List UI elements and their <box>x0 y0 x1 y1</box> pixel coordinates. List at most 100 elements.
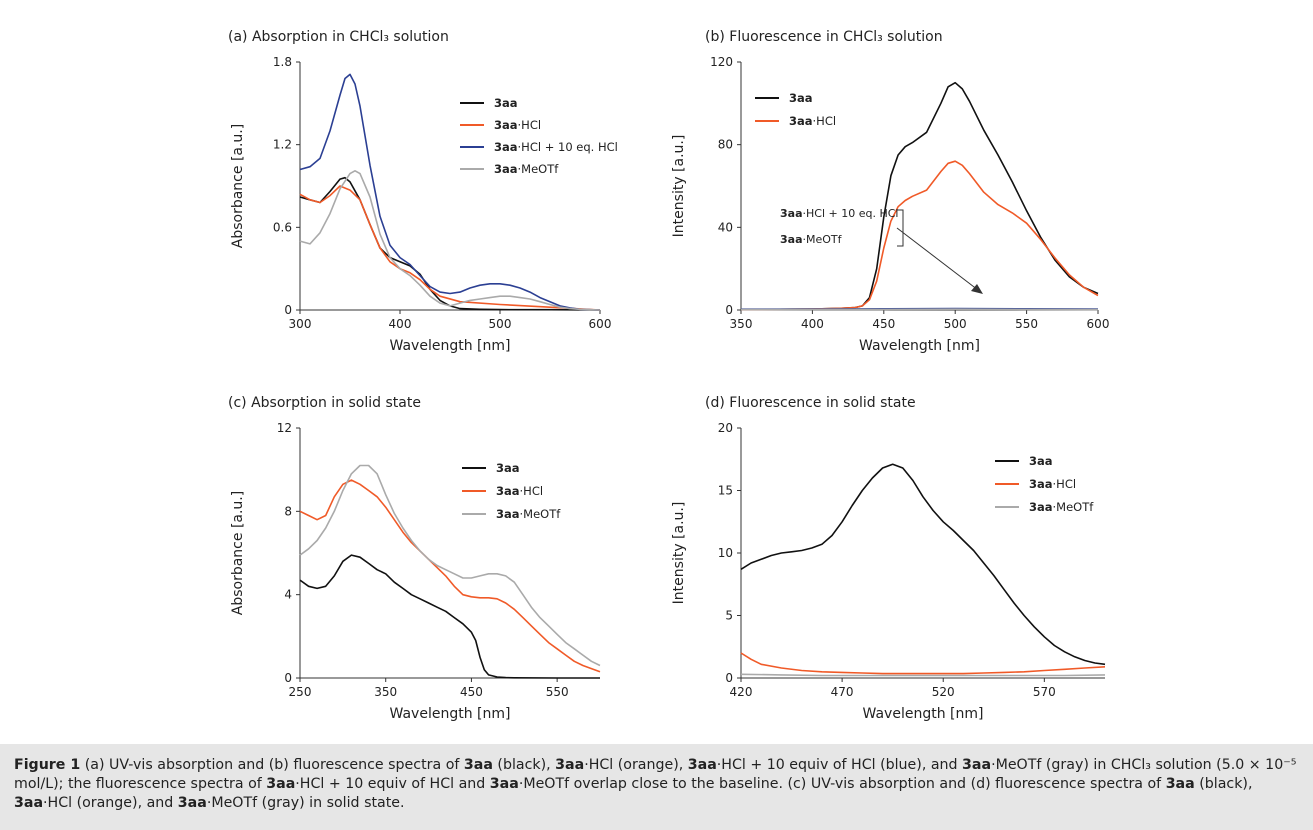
caption-run: ·MeOTf overlap close to the baseline. (c… <box>518 776 1166 792</box>
x-tick-label: 300 <box>289 317 312 331</box>
series-line-3 <box>299 170 601 311</box>
caption-bold-run: 3aa <box>687 757 717 773</box>
caption-run: ·HCl + 10 equiv of HCl and <box>295 776 490 792</box>
legend-entry: 3aa·MeOTf <box>494 162 559 176</box>
annotation-bracket <box>897 209 904 247</box>
y-axis-label: Intensity [a.u.] <box>671 135 687 238</box>
x-tick-label: 500 <box>944 317 967 331</box>
caption-run: (a) UV-vis absorption and (b) fluorescen… <box>80 757 464 773</box>
series-line-1 <box>740 652 1106 675</box>
legend-entry: 3aa <box>494 96 518 110</box>
x-axis-label: Wavelength [nm] <box>390 338 511 354</box>
y-tick-label: 0 <box>284 671 292 685</box>
x-tick-label: 470 <box>831 685 854 699</box>
panel-title: (d) Fluorescence in solid state <box>705 395 916 411</box>
x-tick-label: 400 <box>389 317 412 331</box>
caption-bold-run: 3aa <box>1165 776 1195 792</box>
y-tick-label: 80 <box>718 138 733 152</box>
caption-run: ·MeOTf (gray) in CHCl₃ solution (5.0 × 1… <box>14 757 1297 792</box>
x-tick-label: 250 <box>289 685 312 699</box>
legend-entry: 3aa·HCl <box>789 114 836 128</box>
x-tick-label: 550 <box>1015 317 1038 331</box>
annotation-label: 3aa·MeOTf <box>780 233 843 246</box>
x-tick-label: 450 <box>872 317 895 331</box>
caption-run: ·HCl + 10 equiv of HCl (blue), and <box>716 757 963 773</box>
x-axis-label: Wavelength [nm] <box>859 338 980 354</box>
legend-entry: 3aa·HCl <box>494 118 541 132</box>
x-tick-label: 450 <box>460 685 483 699</box>
y-tick-label: 120 <box>710 55 733 69</box>
chart-panel-d: (d) Fluorescence in solid state 0 5 10 15 20 4… <box>671 395 1106 722</box>
legend-entry: 3aa <box>1029 454 1053 468</box>
x-tick-label: 500 <box>489 317 512 331</box>
annotation-label: 3aa·HCl + 10 eq. HCl <box>780 207 898 220</box>
caption-bold-run: 3aa <box>463 757 493 773</box>
y-tick-label: 0.6 <box>273 220 292 234</box>
series-line-0 <box>299 176 601 311</box>
y-tick-label: 1.8 <box>273 55 292 69</box>
legend-entry: 3aa·MeOTf <box>1029 500 1094 514</box>
series-line-1 <box>299 185 601 311</box>
x-tick-label: 520 <box>932 685 955 699</box>
y-tick-label: 10 <box>718 546 733 560</box>
caption-bold-run: 3aa <box>962 757 992 773</box>
x-tick-label: 420 <box>730 685 753 699</box>
chart-panel-a: (a) Absorption in CHCl₃ solution 0 0.6 1.2 1… <box>228 29 618 354</box>
y-tick-label: 1.2 <box>273 138 292 152</box>
series-line-2 <box>740 673 1106 677</box>
annotation-arrowhead <box>971 284 983 294</box>
chart-panel-b: (b) Fluorescence in CHCl₃ solution 0 40 80 1… <box>671 29 1109 354</box>
series-line-1 <box>740 160 1099 311</box>
legend-entry: 3aa·MeOTf <box>496 507 561 521</box>
figure-caption: Figure 1 (a) UV-vis absorption and (b) f… <box>0 744 1313 830</box>
panel-a-absorption-solution: (a) Absorption in CHCl₃ solution 0 0.6 1.2 1… <box>228 29 1109 722</box>
caption-text: Figure 1 (a) UV-vis absorption and (b) f… <box>14 756 1304 813</box>
panel-title: (c) Absorption in solid state <box>228 395 421 411</box>
y-tick-label: 15 <box>718 484 733 498</box>
series-line-0 <box>299 554 600 679</box>
y-tick-label: 0 <box>725 671 733 685</box>
x-axis-label: Wavelength [nm] <box>863 706 984 722</box>
legend-entry: 3aa·HCl + 10 eq. HCl <box>494 140 618 154</box>
caption-run: ·HCl (orange), and <box>43 795 178 811</box>
series-line-2 <box>299 464 601 667</box>
y-tick-label: 4 <box>284 588 292 602</box>
y-tick-label: 0 <box>284 303 292 317</box>
y-tick-label: 40 <box>718 220 733 234</box>
legend-entry: 3aa·HCl <box>1029 477 1076 491</box>
x-tick-label: 350 <box>374 685 397 699</box>
caption-bold-run: 3aa <box>489 776 519 792</box>
x-tick-label: 600 <box>1087 317 1110 331</box>
caption-run: ·HCl (orange), <box>584 757 688 773</box>
x-tick-label: 400 <box>801 317 824 331</box>
series-line-1 <box>299 479 601 673</box>
y-axis-label: Absorbance [a.u.] <box>230 491 246 615</box>
y-axis-label: Intensity [a.u.] <box>671 502 687 605</box>
caption-run: ·MeOTf (gray) in solid state. <box>206 795 405 811</box>
x-tick-label: 350 <box>730 317 753 331</box>
caption-bold-run: 3aa <box>266 776 296 792</box>
annotation-arrow <box>896 227 979 291</box>
legend-entry: 3aa <box>789 91 813 105</box>
legend-entry: 3aa <box>496 461 520 475</box>
caption-bold-run: 3aa <box>177 795 207 811</box>
panel-title: (b) Fluorescence in CHCl₃ solution <box>705 29 943 45</box>
y-tick-label: 0 <box>725 303 733 317</box>
legend-entry: 3aa·HCl <box>496 484 543 498</box>
series-line-0 <box>740 463 1106 666</box>
x-axis-label: Wavelength [nm] <box>390 706 511 722</box>
y-tick-label: 5 <box>725 609 733 623</box>
caption-run: (black), <box>492 757 556 773</box>
caption-bold-run: 3aa <box>555 757 585 773</box>
y-tick-label: 12 <box>277 421 292 435</box>
y-axis-label: Absorbance [a.u.] <box>230 124 246 248</box>
x-tick-label: 550 <box>546 685 569 699</box>
x-tick-label: 570 <box>1033 685 1056 699</box>
chart-panel-c: (c) Absorption in solid state 0 4 8 12 250 350… <box>228 395 601 722</box>
y-tick-label: 20 <box>718 421 733 435</box>
caption-bold-run: 3aa <box>14 795 44 811</box>
series-line-2 <box>299 73 601 311</box>
panel-title: (a) Absorption in CHCl₃ solution <box>228 29 449 45</box>
caption-bold-run: Figure 1 <box>14 757 81 773</box>
